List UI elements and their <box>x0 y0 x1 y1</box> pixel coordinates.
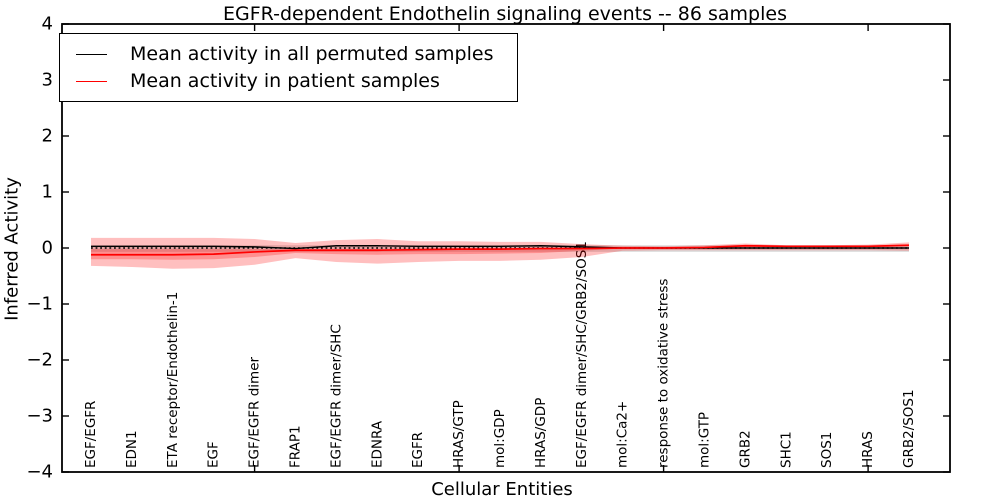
x-category-label: response to oxidative stress <box>656 279 672 468</box>
x-category-label: SHC1 <box>778 431 794 468</box>
x-category-label: mol:GDP <box>492 409 508 468</box>
x-category-label: EGFR <box>410 432 426 468</box>
patient-sample-inner-range-band <box>91 244 909 260</box>
x-category-label: EGF/EGFR dimer/SHC/GRB2/SOS1 <box>574 241 590 468</box>
x-category-label: EDNRA <box>369 420 385 468</box>
x-category-label: GRB2/SOS1 <box>901 389 917 468</box>
y-tick-label: 0 <box>42 238 53 259</box>
legend: Mean activity in all permuted samples Me… <box>59 33 518 102</box>
legend-label: Mean activity in all permuted samples <box>130 43 494 65</box>
patient-sample-outer-range-band <box>91 237 909 269</box>
x-category-label: EGF/EGFR dimer <box>247 356 263 468</box>
x-category-label: EGF/EGFR dimer/SHC <box>328 324 344 468</box>
y-tick-label: 2 <box>42 126 53 147</box>
y-tick-label: −1 <box>26 294 53 315</box>
y-tick-label: 4 <box>42 14 53 35</box>
legend-entry-permuted: Mean activity in all permuted samples <box>76 43 507 65</box>
x-category-label: EGF <box>206 441 222 468</box>
x-category-label: HRAS <box>860 431 876 468</box>
chart-title: EGFR-dependent Endothelin signaling even… <box>223 3 787 25</box>
legend-label: Mean activity in patient samples <box>130 70 440 92</box>
y-tick-label: 1 <box>42 182 53 203</box>
y-tick-label: 3 <box>42 70 53 91</box>
legend-entry-patient: Mean activity in patient samples <box>76 70 507 92</box>
legend-line-black <box>76 53 107 55</box>
permuted-mean-line <box>91 245 909 250</box>
legend-line-red <box>76 80 107 82</box>
x-category-label: EDN1 <box>124 430 140 468</box>
x-category-label: GRB2 <box>737 430 753 468</box>
x-category-label: mol:GTP <box>697 412 713 468</box>
x-axis-label: Cellular Entities <box>431 479 573 500</box>
x-category-label: SOS1 <box>819 432 835 468</box>
patient-mean-line <box>91 244 910 256</box>
x-category-label: HRAS/GDP <box>533 398 549 468</box>
x-category-label: FRAP1 <box>288 425 304 468</box>
x-category-label: HRAS/GTP <box>451 400 467 468</box>
x-category-label: ETA receptor/Endothelin-1 <box>165 292 181 468</box>
y-tick-label: −3 <box>26 406 53 427</box>
y-tick-label: −2 <box>26 350 53 371</box>
y-axis-label: Inferred Activity <box>1 177 23 321</box>
y-tick-label: −4 <box>26 462 53 483</box>
x-category-label: mol:Ca2+ <box>615 401 631 468</box>
x-category-label: EGF/EGFR <box>83 401 99 468</box>
